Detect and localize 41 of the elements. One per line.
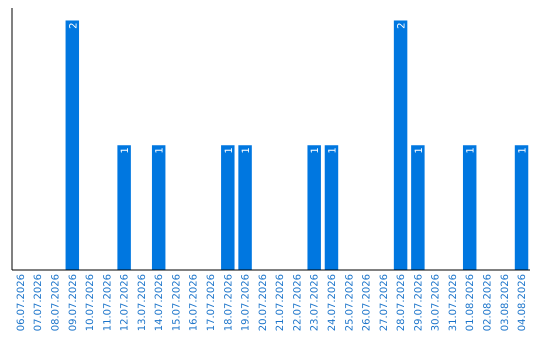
data-label: 1 xyxy=(154,147,166,154)
x-tick-label: 04.08.2026 xyxy=(517,274,528,332)
x-tick-label: 27.07.2026 xyxy=(378,274,390,332)
x-tick-label: 12.07.2026 xyxy=(120,274,131,332)
data-label: 1 xyxy=(518,147,529,154)
x-tick-label: 24.07.2026 xyxy=(326,274,338,332)
x-tick-label: 23.07.2026 xyxy=(310,274,321,332)
x-tick-label: 21.07.2026 xyxy=(275,274,286,332)
data-label: 1 xyxy=(224,147,235,154)
x-tick-label: 25.07.2026 xyxy=(344,274,356,332)
x-tick-label: 29.07.2026 xyxy=(413,274,424,332)
x-tick-label: 16.07.2026 xyxy=(188,274,200,332)
x-tick-label: 17.07.2026 xyxy=(206,274,218,332)
data-label: 1 xyxy=(310,147,322,154)
x-tick-label: 06.07.2026 xyxy=(16,274,27,332)
x-tick-label: 26.07.2026 xyxy=(362,274,373,332)
data-label: 1 xyxy=(241,147,252,154)
x-tick-label: 07.07.2026 xyxy=(33,274,44,332)
data-label: 1 xyxy=(414,147,425,154)
x-tick-label: 10.07.2026 xyxy=(85,274,96,332)
x-tick-label: 15.07.2026 xyxy=(171,274,182,332)
x-tick-label: 14.07.2026 xyxy=(154,274,166,332)
x-tick-label: 30.07.2026 xyxy=(430,274,442,332)
data-label: 2 xyxy=(68,22,80,29)
x-tick-label: 18.07.2026 xyxy=(223,274,234,332)
x-tick-label: 28.07.2026 xyxy=(396,274,408,332)
data-label: 1 xyxy=(327,147,338,154)
x-tick-label: 11.07.2026 xyxy=(102,274,114,332)
x-tick-label: 31.07.2026 xyxy=(448,274,459,332)
x-tick-label: 01.08.2026 xyxy=(465,274,476,332)
x-tick-label: 13.07.2026 xyxy=(136,274,148,332)
data-label: 1 xyxy=(466,147,477,154)
x-tick-label: 02.08.2026 xyxy=(482,274,494,332)
x-tick-label: 19.07.2026 xyxy=(240,274,252,332)
data-label: 1 xyxy=(120,147,132,154)
x-tick-label: 03.08.2026 xyxy=(500,274,511,332)
x-tick-label: 08.07.2026 xyxy=(50,274,62,332)
data-label: 2 xyxy=(396,22,408,29)
x-tick-label: 20.07.2026 xyxy=(258,274,269,332)
x-tick-label: 09.07.2026 xyxy=(68,274,79,332)
x-tick-label: 22.07.2026 xyxy=(292,274,304,332)
